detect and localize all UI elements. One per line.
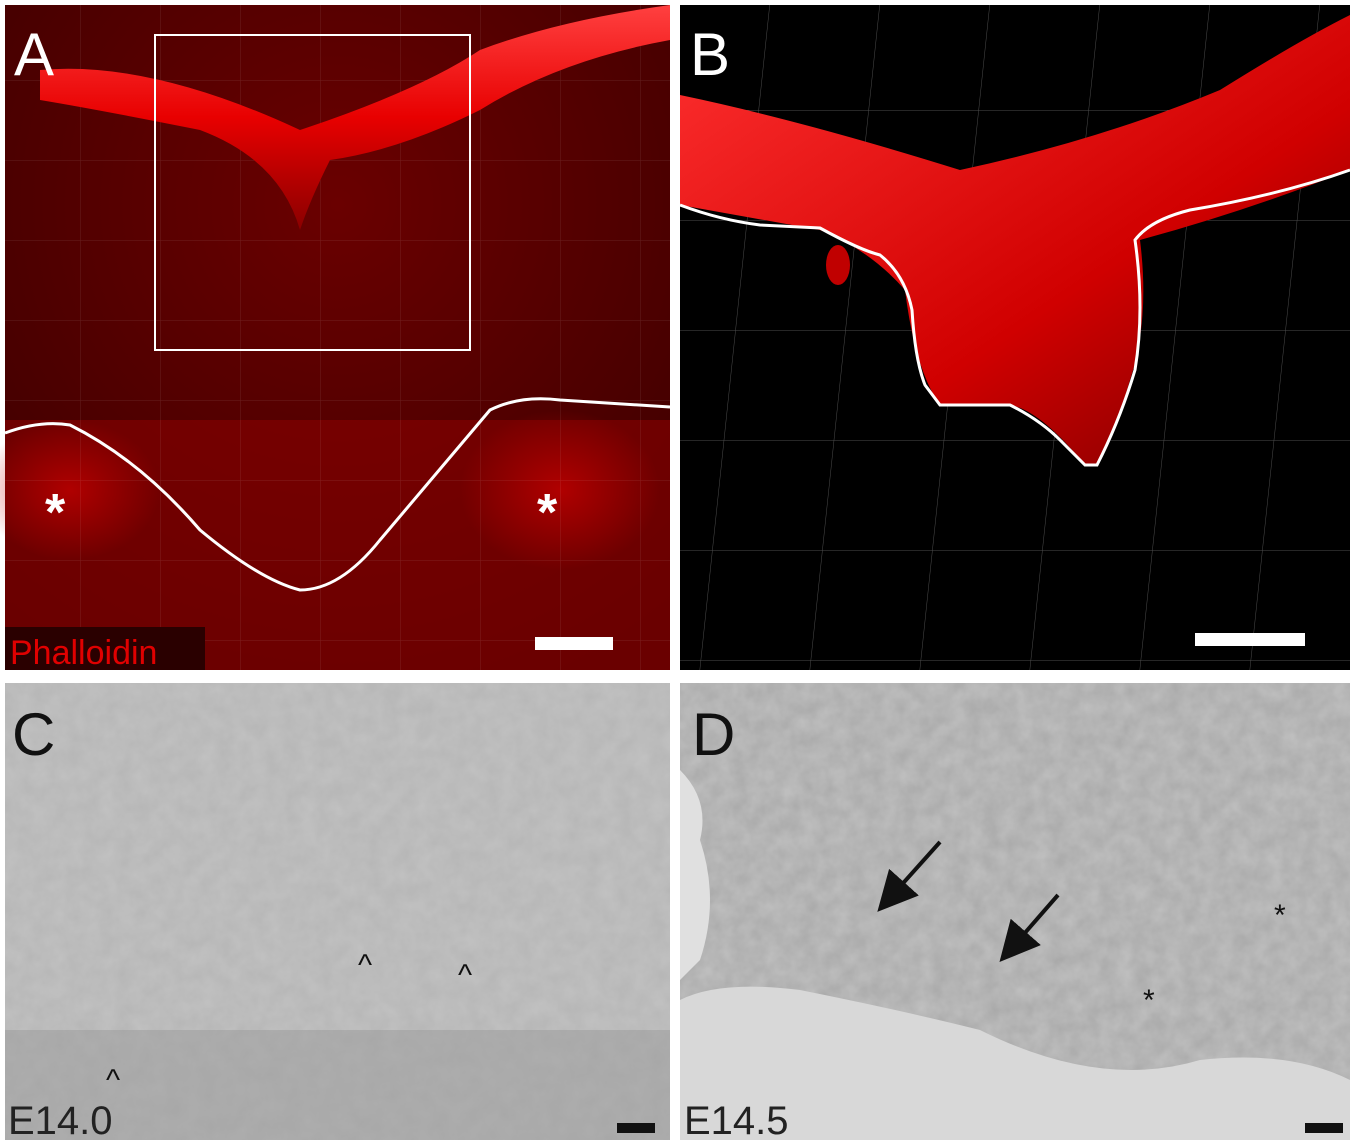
caret: ^ [106, 1064, 120, 1097]
stage-label: E14.0 [8, 1099, 113, 1140]
asterisk: * [537, 484, 558, 542]
panel-b: B [680, 5, 1350, 670]
panel-label: A [14, 21, 54, 88]
panel-a: A Phalloidin * * [0, 5, 670, 672]
caret: ^ [358, 949, 372, 982]
stain-label: Phalloidin [10, 634, 157, 672]
asterisk: * [1274, 899, 1286, 932]
panel-label: D [692, 701, 735, 768]
asterisk: * [45, 484, 66, 542]
figure: A Phalloidin * * B C E14.0 ^ ^ ^ D E14.5 [0, 0, 1355, 1140]
asterisk: * [1143, 984, 1155, 1017]
panel-d: D E14.5 * * [680, 683, 1350, 1140]
stage-label: E14.5 [684, 1099, 789, 1140]
panel-label: C [12, 701, 55, 768]
caret: ^ [458, 959, 472, 992]
panel-label: B [690, 21, 730, 88]
panel-c: C E14.0 ^ ^ ^ [5, 683, 670, 1140]
